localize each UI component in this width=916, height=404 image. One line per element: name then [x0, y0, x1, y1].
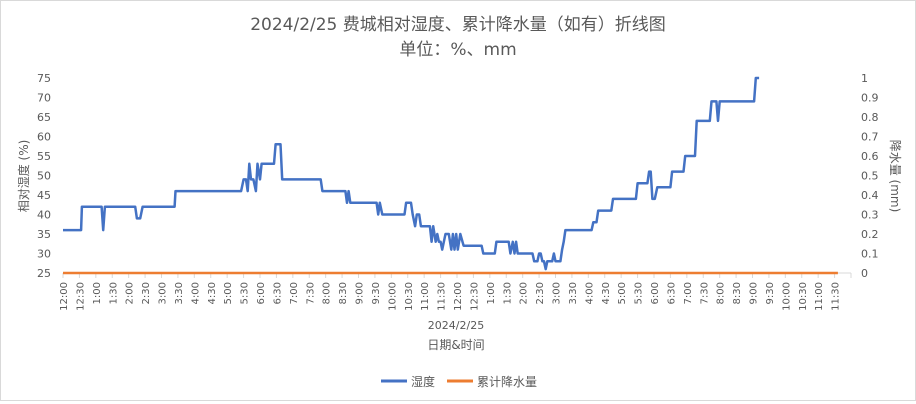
y-left-tick-label: 35 — [37, 228, 51, 241]
x-tick-label: 2:00 — [125, 282, 136, 304]
x-tick-label: 9:00 — [749, 282, 760, 304]
y-right-tick-label: 0.8 — [861, 111, 879, 124]
legend: 湿度 累计降水量 — [381, 374, 537, 389]
x-axis-ticks: 12:00 12:30 1:00 1:30 2:00 2:30 3:00 3:30 4:00 4:… — [59, 273, 852, 311]
x-tick-label: 12:00 — [59, 282, 70, 311]
x-tick-label: 4:00 — [190, 282, 201, 304]
y-left-tick-label: 45 — [37, 189, 51, 202]
y-left-tick-label: 55 — [37, 150, 51, 163]
x-tick-label: 12:30 — [75, 282, 86, 311]
x-tick-label: 9:30 — [765, 282, 776, 304]
x-tick-label: 11:30 — [437, 282, 448, 311]
x-tick-label: 10:00 — [387, 282, 398, 311]
x-tick-label: 7:30 — [305, 282, 316, 304]
y-right-tick-label: 1 — [861, 72, 868, 85]
x-tick-label: 4:00 — [584, 282, 595, 304]
x-tick-label: 10:00 — [781, 282, 792, 311]
x-tick-label: 1:00 — [92, 282, 103, 304]
y-right-tick-label: 0.9 — [861, 92, 879, 105]
x-tick-label: 8:00 — [322, 282, 333, 304]
y-left-tick-label: 70 — [37, 92, 51, 105]
y-right-tick-label: 0.6 — [861, 150, 879, 163]
x-tick-label: 4:30 — [601, 282, 612, 304]
x-tick-label: 3:00 — [158, 282, 169, 304]
y-right-tick-label: 0.7 — [861, 131, 879, 144]
x-tick-label: 6:30 — [272, 282, 283, 304]
legend-label-humidity: 湿度 — [411, 374, 435, 389]
y-axis-left-label: 相对湿度 (%) — [16, 140, 31, 213]
x-tick-label: 8:30 — [338, 282, 349, 304]
x-tick-label: 2:30 — [535, 282, 546, 304]
x-tick-label: 7:00 — [683, 282, 694, 304]
x-tick-label: 9:00 — [355, 282, 366, 304]
x-tick-label: 1:30 — [502, 282, 513, 304]
y-left-tick-label: 30 — [37, 248, 51, 261]
y-right-tick-label: 0.3 — [861, 209, 879, 222]
y-right-tick-label: 0.2 — [861, 228, 879, 241]
x-tick-label: 9:30 — [371, 282, 382, 304]
right-axis-ticks: 0 0.1 0.2 0.3 0.4 0.5 0.6 0.7 0.8 0.9 1 — [861, 72, 879, 280]
x-tick-label: 3:00 — [552, 282, 563, 304]
y-axis-right-label: 降水量 (mm) — [888, 140, 902, 213]
chart-subtitle: 单位：%、mm — [399, 40, 516, 60]
x-tick-label: 5:00 — [223, 282, 234, 304]
x-date-label: 2024/2/25 — [428, 319, 484, 332]
x-tick-label: 1:00 — [486, 282, 497, 304]
x-tick-label: 8:30 — [732, 282, 743, 304]
x-tick-label: 4:30 — [207, 282, 218, 304]
x-axis-label: 日期&时间 — [427, 338, 484, 352]
x-tick-label: 5:00 — [617, 282, 628, 304]
y-right-tick-label: 0.4 — [861, 189, 879, 202]
y-left-tick-label: 60 — [37, 131, 51, 144]
humidity-series-line — [63, 76, 760, 271]
x-tick-label: 12:00 — [453, 282, 464, 311]
y-right-tick-label: 0.1 — [861, 248, 879, 261]
y-right-tick-label: 0 — [861, 267, 868, 280]
x-tick-label: 7:00 — [289, 282, 300, 304]
x-tick-label: 2:00 — [519, 282, 530, 304]
x-tick-label: 11:00 — [814, 282, 825, 311]
x-tick-label: 3:30 — [174, 282, 185, 304]
x-tick-label: 12:30 — [469, 282, 480, 311]
y-left-tick-label: 75 — [37, 72, 51, 85]
y-left-tick-label: 25 — [37, 267, 51, 280]
x-tick-label: 8:00 — [716, 282, 727, 304]
x-tick-label: 1:30 — [108, 282, 119, 304]
x-tick-label: 11:00 — [420, 282, 431, 311]
y-right-tick-label: 0.5 — [861, 170, 879, 183]
chart-title: 2024/2/25 费城相对湿度、累计降水量（如有）折线图 — [250, 15, 666, 35]
x-tick-label: 2:30 — [141, 282, 152, 304]
x-tick-label: 6:30 — [666, 282, 677, 304]
x-tick-label: 11:30 — [831, 282, 842, 311]
x-tick-label: 6:00 — [650, 282, 661, 304]
legend-label-precipitation: 累计降水量 — [477, 375, 537, 389]
x-tick-label: 6:00 — [256, 282, 267, 304]
x-tick-label: 3:30 — [568, 282, 579, 304]
x-tick-label: 7:30 — [699, 282, 710, 304]
x-tick-label: 5:30 — [240, 282, 251, 304]
y-left-tick-label: 65 — [37, 111, 51, 124]
series-layer — [63, 76, 838, 275]
y-left-tick-label: 50 — [37, 170, 51, 183]
left-axis-ticks: 25 30 35 40 45 50 55 60 65 70 75 — [37, 72, 51, 280]
x-tick-label: 10:30 — [798, 282, 809, 311]
x-tick-label: 5:30 — [634, 282, 645, 304]
y-left-tick-label: 40 — [37, 209, 51, 222]
x-tick-label: 10:30 — [404, 282, 415, 311]
